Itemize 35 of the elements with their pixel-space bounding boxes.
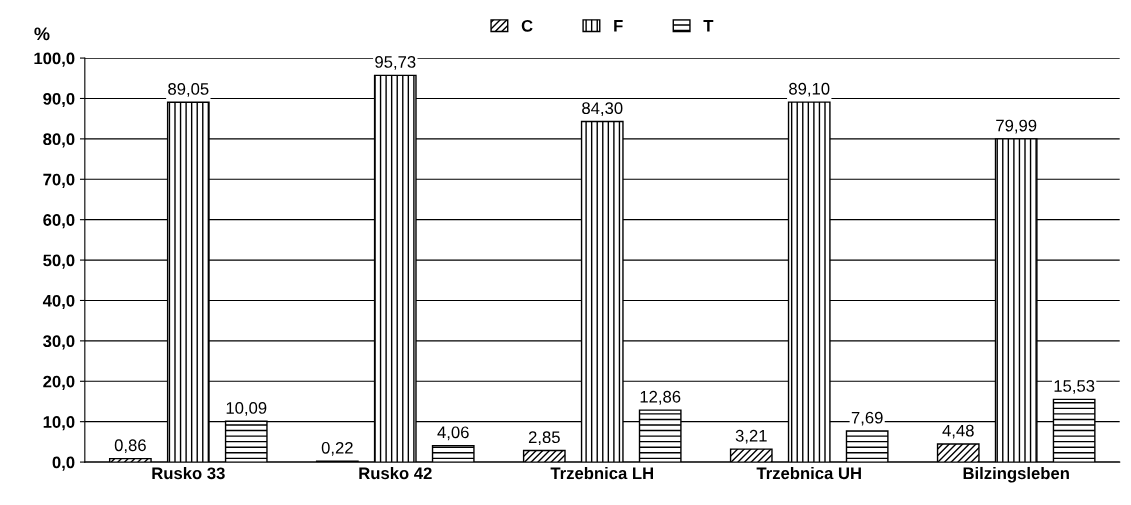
data-label: 2,85 [528, 431, 560, 446]
data-label: 10,09 [226, 402, 267, 416]
y-tick-label: 60,0 [43, 214, 75, 229]
legend-label: F [614, 20, 623, 32]
data-label: 0,86 [114, 439, 146, 454]
x-tick-label: Bilzingsleben [963, 466, 1069, 483]
data-label: 3,21 [735, 429, 767, 444]
data-label: 84,30 [582, 102, 623, 117]
data-label: 4,48 [942, 424, 974, 439]
y-tick-label: 80,0 [43, 133, 75, 148]
y-tick-label: 10,0 [43, 416, 75, 431]
x-tick-label: Rusko 42 [359, 466, 432, 480]
legend-label: C [521, 19, 533, 32]
y-tick-label: 100,0 [34, 52, 75, 67]
data-label: 95,73 [375, 56, 416, 70]
y-axis-title: % [34, 27, 50, 41]
data-label: 12,86 [640, 390, 681, 405]
data-label: 79,99 [996, 119, 1037, 134]
y-tick-label: 0,0 [52, 456, 75, 471]
data-label: 0,22 [321, 441, 353, 456]
data-label: 7,69 [851, 411, 883, 426]
y-tick-label: 30,0 [43, 335, 75, 350]
data-label: 89,05 [168, 83, 209, 97]
y-tick-label: 70,0 [43, 173, 75, 188]
y-tick-label: 40,0 [42, 294, 75, 310]
legend-label: T [703, 20, 714, 32]
data-label: 4,06 [437, 426, 469, 441]
x-tick-label: Rusko 33 [152, 466, 225, 480]
data-label: 15,53 [1054, 380, 1095, 394]
x-tick-label: Trzebnica LH [550, 466, 653, 480]
y-tick-label: 50,0 [43, 254, 75, 269]
data-label: 89,10 [789, 82, 830, 97]
y-tick-label: 20,0 [43, 375, 75, 390]
x-tick-label: Trzebnica UH [756, 466, 861, 480]
y-tick-label: 90,0 [43, 92, 75, 108]
